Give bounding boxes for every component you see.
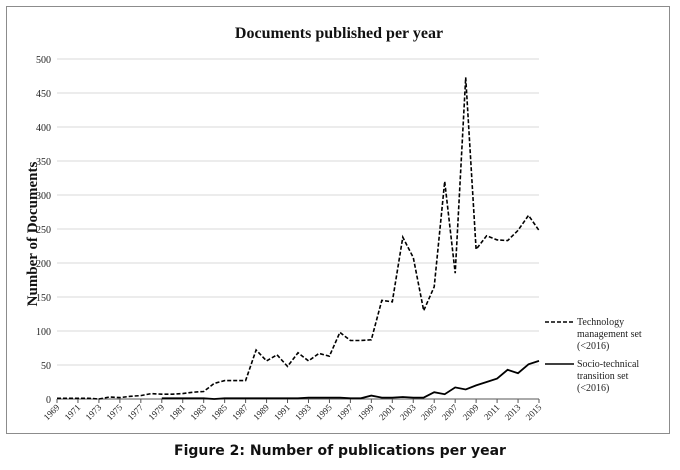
x-tick-label: 1991 (272, 402, 292, 422)
y-axis-title: Number of Documents (25, 161, 41, 306)
x-tick-label: 1977 (125, 402, 145, 422)
x-tick-label: 1981 (167, 402, 187, 422)
x-tick-label: 1983 (188, 402, 208, 422)
y-tick-label: 300 (36, 191, 51, 202)
legend: Technology management set (<2016) Socio-tec… (545, 317, 642, 394)
x-tick-label: 1993 (293, 402, 313, 422)
x-tick-label: 1985 (209, 402, 229, 422)
y-tick-label: 350 (36, 157, 51, 168)
y-tick-label: 450 (36, 89, 51, 100)
x-tick-label: 2001 (377, 402, 397, 422)
y-tick-label: 500 (36, 55, 51, 66)
y-tick-label: 100 (36, 327, 51, 338)
x-tick-label: 1979 (146, 402, 166, 422)
x-tick-label: 2009 (461, 402, 481, 422)
x-tick-label: 1987 (230, 402, 250, 422)
figure-caption: Figure 2: Number of publications per yea… (174, 443, 506, 459)
x-tick-label: 1995 (314, 402, 334, 422)
series-line-2 (161, 360, 540, 400)
x-tick-label: 2013 (503, 402, 523, 422)
series-line-1 (57, 77, 540, 400)
figure-frame: Documents published per year 0 50 100 150 20… (6, 6, 670, 434)
y-tick-label: 0 (46, 395, 51, 406)
legend-label-1: Technology management set (<2016) (577, 317, 642, 352)
legend-label-2: Socio-technical transition set (<2016) (577, 359, 639, 394)
line-chart: Documents published per year 0 50 100 150 20… (25, 25, 642, 422)
x-tick-label: 2007 (440, 402, 460, 422)
x-tick-label: 1971 (63, 402, 83, 422)
x-tick-label: 1999 (356, 402, 376, 422)
chart-title: Documents published per year (235, 25, 443, 42)
y-tick-label: 200 (36, 259, 51, 270)
y-tick-label: 50 (41, 361, 51, 372)
y-tick-label: 400 (36, 123, 51, 134)
y-tick-label: 150 (36, 293, 51, 304)
x-tick-label: 1969 (42, 402, 62, 422)
x-tick-label: 1997 (335, 402, 355, 422)
x-tick-label: 1973 (84, 402, 104, 422)
y-tick-label: 250 (36, 225, 51, 236)
x-tick-label: 2011 (482, 402, 502, 422)
x-tick-label: 2015 (524, 402, 544, 422)
x-tick-label: 2005 (419, 402, 439, 422)
x-tick-label: 1975 (104, 402, 124, 422)
x-tick-label: 1989 (251, 402, 271, 422)
x-tick-label: 2003 (398, 402, 418, 422)
